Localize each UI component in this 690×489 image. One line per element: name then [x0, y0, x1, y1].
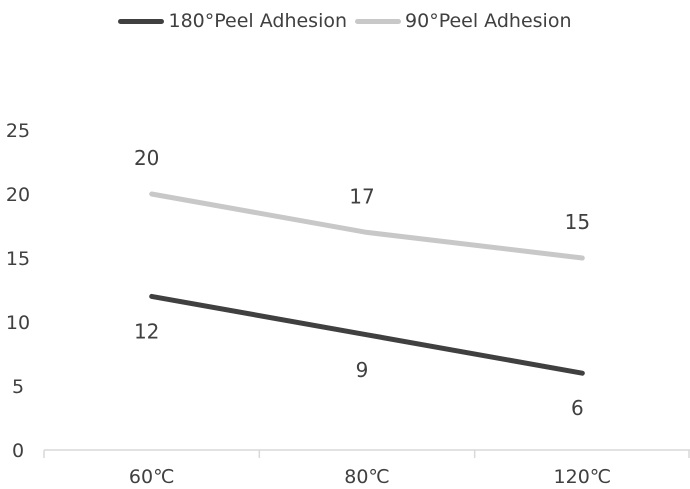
x-tick-label: 60℃ — [129, 466, 175, 488]
chart-legend: 180°Peel Adhesion 90°Peel Adhesion — [0, 6, 690, 36]
y-tick-label: 0 — [12, 440, 24, 462]
legend-label-180-peel: 180°Peel Adhesion — [168, 10, 348, 32]
y-tick-label: 25 — [6, 120, 30, 142]
y-tick-label: 15 — [6, 248, 30, 270]
legend-swatch-90-peel — [355, 18, 402, 24]
data-label: 6 — [571, 396, 584, 420]
x-tick-label: 120℃ — [554, 466, 612, 488]
legend-label-90-peel: 90°Peel Adhesion — [405, 10, 572, 32]
legend-item-90-peel: 90°Peel Adhesion — [355, 10, 572, 32]
y-tick-label: 5 — [12, 376, 24, 398]
data-label: 20 — [134, 146, 159, 170]
data-labels: 12 9 6 20 17 15 — [134, 146, 590, 420]
data-label: 17 — [349, 184, 374, 208]
data-label: 15 — [565, 210, 590, 234]
series-line — [149, 191, 585, 261]
legend-item-180-peel: 180°Peel Adhesion — [118, 10, 347, 32]
y-axis: 0 5 10 15 20 25 — [6, 120, 30, 462]
data-label: 9 — [356, 358, 369, 382]
x-axis: 60℃ 80℃ 120℃ — [43, 449, 690, 488]
y-tick-label: 20 — [6, 184, 30, 206]
series-line — [149, 293, 585, 376]
series-layer — [149, 191, 585, 376]
data-label: 12 — [134, 319, 159, 343]
y-tick-label: 10 — [6, 312, 30, 334]
legend-swatch-180-peel — [118, 18, 165, 24]
x-tick-label: 80℃ — [344, 466, 390, 488]
